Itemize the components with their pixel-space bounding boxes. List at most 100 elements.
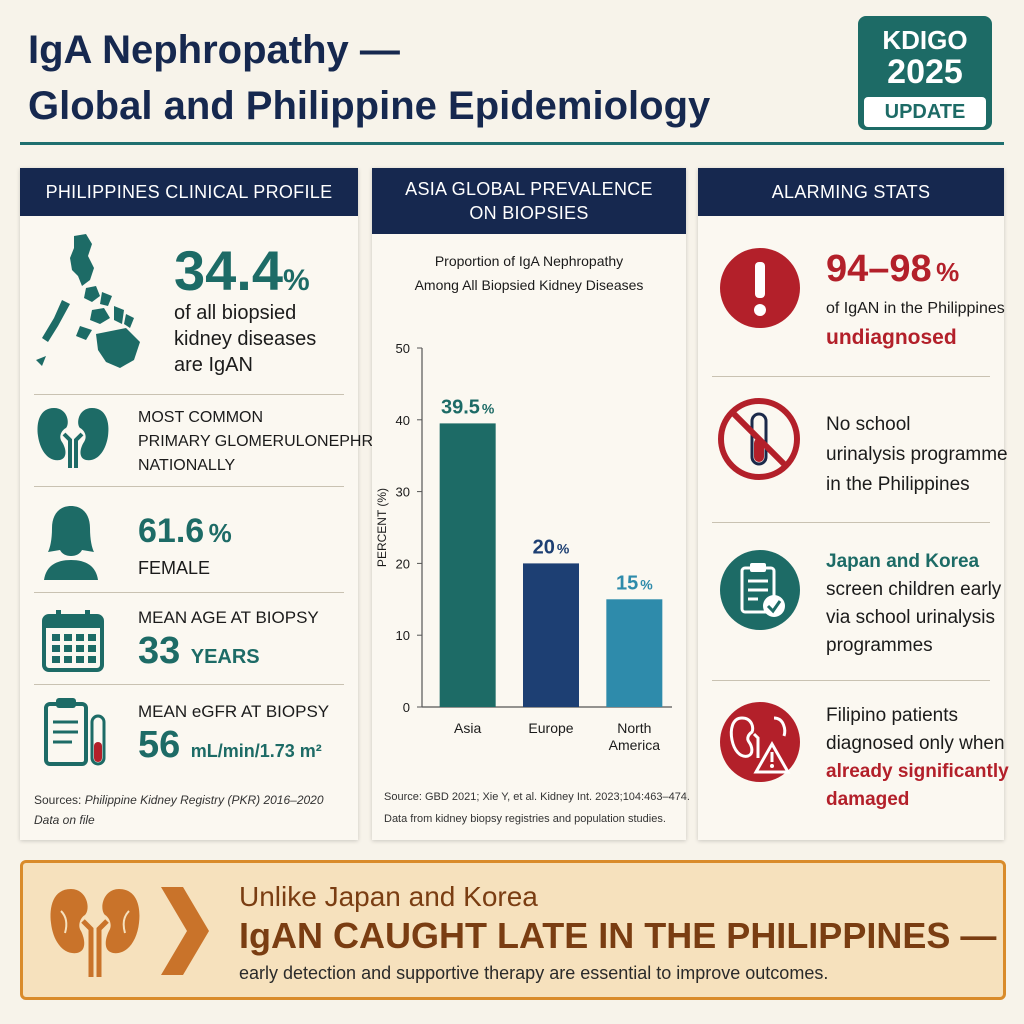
late-diagnosis-line-1: Filipino patients xyxy=(826,705,959,726)
calendar-icon xyxy=(42,610,104,672)
biopsy-text-3: are IgAN xyxy=(174,354,253,376)
japan-korea-line-2: via school urinalysis xyxy=(826,607,995,628)
common-line-2: PRIMARY GLOMERULONEPHRITIS xyxy=(138,433,403,450)
undiagnosed-stat: 94–98 % xyxy=(826,248,959,291)
alarming-stats-panel: ALARMING STATS 94–98 % of IgAN in the Ph… xyxy=(698,168,1009,840)
philippines-map-icon xyxy=(36,234,140,368)
kidneys-icon xyxy=(37,408,109,468)
page-title: IgA Nephropathy — Global and Philippine … xyxy=(28,22,828,134)
no-test-tube-icon xyxy=(718,398,800,480)
header-divider xyxy=(20,142,1004,145)
chart-sources: Source: GBD 2021; Xie Y, et al. Kidney I… xyxy=(384,786,690,830)
female-stat: 61.6 % xyxy=(138,512,232,551)
most-common-text: MOST COMMON PRIMARY GLOMERULONEPHRITIS N… xyxy=(138,406,402,478)
title-line-2: Global and Philippine Epidemiology xyxy=(28,84,711,128)
biopsy-share-stat: 34.4% xyxy=(174,238,310,303)
biopsy-text-2: kidney diseases xyxy=(174,328,317,350)
panel-heading: ALARMING STATS xyxy=(698,168,1004,216)
egfr-unit: mL/min/1.73 m² xyxy=(190,741,322,761)
biopsy-share-text: of all biopsied kidney diseases are IgAN xyxy=(174,300,316,378)
no-school-text: No school urinalysis programme in the Ph… xyxy=(826,410,1008,500)
x-tick-label: America xyxy=(609,737,661,753)
chart-note: Data from kidney biopsy registries and p… xyxy=(384,813,666,825)
source-text: Philippine Kidney Registry (PKR) 2016–20… xyxy=(84,793,324,807)
kdigo-badge: KDIGO 2025 UPDATE xyxy=(858,16,992,130)
badge-line-1: KDIGO xyxy=(882,25,968,55)
egfr-label: MEAN eGFR AT BIOPSY xyxy=(138,702,330,721)
y-tick-label: 20 xyxy=(396,556,410,571)
japan-korea-line-3: programmes xyxy=(826,635,933,656)
exclamation-icon xyxy=(720,248,800,328)
late-diagnosis-emphasis-2: damaged xyxy=(826,789,910,810)
female-unit: % xyxy=(208,518,232,548)
left-sources: Sources: Philippine Kidney Registry (PKR… xyxy=(34,790,324,830)
biopsy-text-1: of all biopsied xyxy=(174,302,297,324)
source-prefix: Sources: xyxy=(34,793,82,807)
japan-korea-line-1: screen children early xyxy=(826,579,1002,600)
age-stat: 33 YEARS xyxy=(138,630,260,673)
asia-prevalence-panel: ASIA GLOBAL PREVALENCE ON BIOPSIES Propo… xyxy=(372,168,690,840)
y-tick-label: 0 xyxy=(403,700,410,715)
late-diagnosis-text: Filipino patients diagnosed only when al… xyxy=(826,702,1009,814)
age-value: 33 xyxy=(138,630,181,672)
y-tick-label: 40 xyxy=(396,413,410,428)
data-label: 15% xyxy=(616,572,653,594)
japan-korea-text: Japan and Korea screen children early vi… xyxy=(826,548,1001,660)
late-diagnosis-emphasis-1: already significantly xyxy=(826,761,1009,782)
row-divider xyxy=(712,376,990,377)
data-label: 20% xyxy=(533,536,570,558)
biopsy-share-unit: % xyxy=(283,264,310,297)
egfr-value: 56 xyxy=(138,724,181,766)
undiagnosed-value: 94–98 xyxy=(826,248,932,290)
late-diagnosis-line-2: diagnosed only when xyxy=(826,733,1005,754)
panel-heading-line-2: ON BIOPSIES xyxy=(469,203,589,223)
kidneys-icon xyxy=(50,889,140,977)
x-tick-label: Asia xyxy=(454,720,481,736)
no-school-line-3: in the Philippines xyxy=(826,474,970,495)
philippines-profile-panel: PHILIPPINES CLINICAL PROFILE 34.4% of al… xyxy=(20,168,402,840)
clipboard-check-icon xyxy=(720,550,800,630)
callout-line-3: early detection and supportive therapy a… xyxy=(239,963,829,983)
undiagnosed-emphasis: undiagnosed xyxy=(826,326,957,349)
biopsy-share-value: 34.4 xyxy=(174,239,283,302)
callout-line-2: IgAN CAUGHT LATE IN THE PHILIPPINES — xyxy=(239,915,997,956)
row-divider xyxy=(34,684,344,685)
chart-title-line-1: Proportion of IgA Nephropathy xyxy=(435,253,623,269)
bar-europe xyxy=(523,563,579,707)
japan-korea-emphasis: Japan and Korea xyxy=(826,551,980,572)
clipboard-test-tube-icon xyxy=(44,698,106,766)
title-line-1: IgA Nephropathy — xyxy=(28,28,400,72)
no-school-line-1: No school xyxy=(826,414,911,435)
bar-asia xyxy=(439,423,496,707)
female-value: 61.6 xyxy=(138,512,205,550)
row-divider xyxy=(712,522,990,523)
y-tick-label: 10 xyxy=(396,628,410,643)
undiagnosed-text: of IgAN in the Philippines xyxy=(826,300,1005,317)
female-silhouette-icon xyxy=(44,506,98,580)
badge-line-3: UPDATE xyxy=(864,97,986,127)
female-label: FEMALE xyxy=(138,558,211,578)
egfr-stat: 56 mL/min/1.73 m² xyxy=(138,724,322,767)
kidney-warning-icon xyxy=(720,702,800,782)
panel-heading-line-1: ASIA GLOBAL PREVALENCE xyxy=(405,179,653,199)
age-label: MEAN AGE AT BIOPSY xyxy=(138,608,319,627)
data-label: 39.5% xyxy=(441,396,495,418)
row-divider xyxy=(34,486,344,487)
panel-heading: PHILIPPINES CLINICAL PROFILE xyxy=(20,168,358,216)
y-tick-label: 50 xyxy=(396,341,410,356)
age-unit: YEARS xyxy=(190,646,260,668)
y-axis-label: PERCENT (%) xyxy=(375,488,389,567)
undiagnosed-unit: % xyxy=(936,257,960,287)
panel-heading-text: ALARMING STATS xyxy=(771,181,931,202)
common-line-1: MOST COMMON xyxy=(138,409,264,426)
x-tick-label: North xyxy=(617,720,651,736)
chart-source: Source: GBD 2021; Xie Y, et al. Kidney I… xyxy=(384,791,690,803)
callout-line-1: Unlike Japan and Korea xyxy=(239,881,538,912)
common-line-3: NATIONALLY xyxy=(138,457,236,474)
panel-heading-text: PHILIPPINES CLINICAL PROFILE xyxy=(45,181,333,202)
badge-line-2: 2025 xyxy=(887,53,963,91)
source-text-2: Data on file xyxy=(34,813,95,827)
chevron-right-icon xyxy=(161,887,209,975)
chart-title-line-2: Among All Biopsied Kidney Diseases xyxy=(415,277,644,293)
prevalence-bar-chart: Proportion of IgA Nephropathy Among All B… xyxy=(375,253,672,753)
